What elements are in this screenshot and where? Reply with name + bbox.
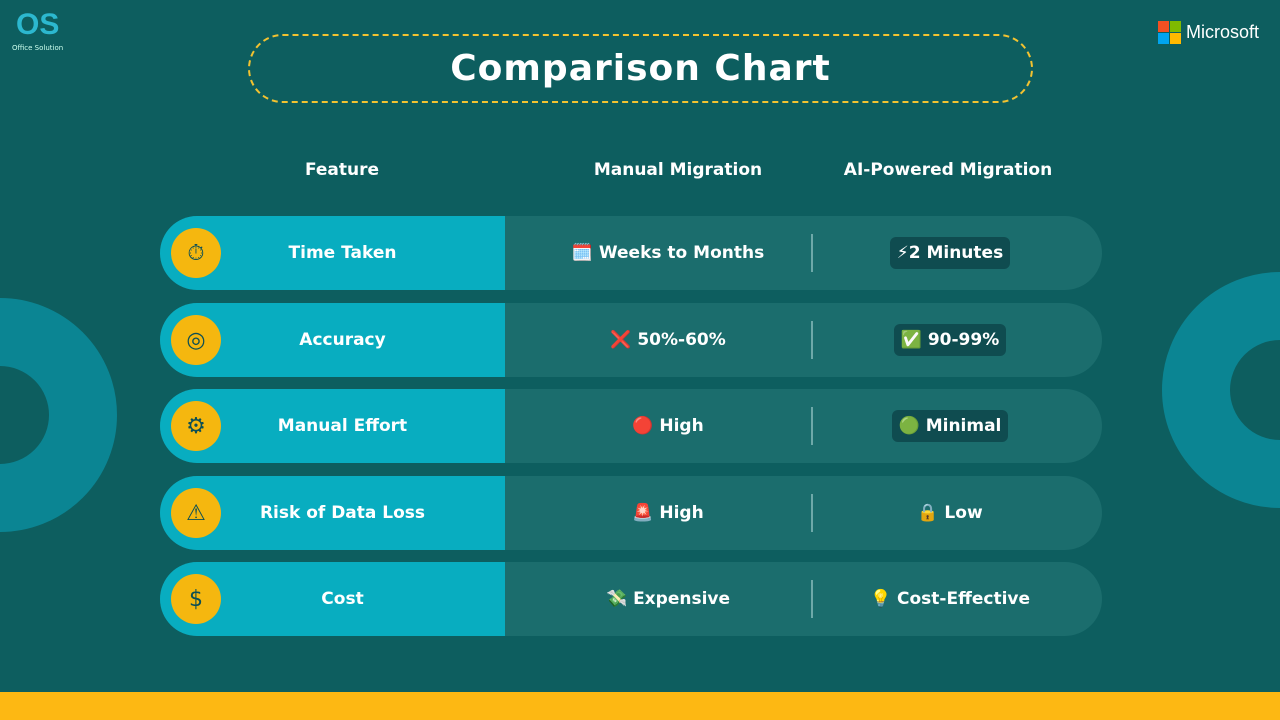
decorative-ring-left <box>0 298 117 532</box>
feature-label: Manual Effort <box>277 416 408 436</box>
feature-label: Accuracy <box>299 330 386 350</box>
microsoft-wordmark: Microsoft <box>1186 22 1260 42</box>
manual-value: 💸 Expensive <box>528 562 808 636</box>
column-divider <box>811 580 813 618</box>
manual-value-text: 🚨 High <box>632 503 704 523</box>
microsoft-squares-icon <box>1158 21 1181 44</box>
ai-value-text: 💡 Cost-Effective <box>869 589 1031 609</box>
ai-value: ✅ 90-99% <box>815 303 1085 377</box>
table-row: ⚠ Risk of Data Loss 🚨 High 🔒 Low <box>160 476 1102 550</box>
microsoft-logo: Microsoft <box>1158 21 1259 44</box>
page-title: Comparison Chart <box>248 34 1033 103</box>
ai-value: 🔒 Low <box>815 476 1085 550</box>
table-row: ⏱ Time Taken 🗓️ Weeks to Months ⚡2 Minut… <box>160 216 1102 290</box>
manual-value: ❌ 50%-60% <box>528 303 808 377</box>
logo-mark: OS <box>16 8 60 41</box>
ai-value: 🟢 Minimal <box>815 389 1085 463</box>
target-check-icon: ◎ <box>171 315 221 365</box>
header-feature: Feature <box>304 160 380 180</box>
table-row: $ Cost 💸 Expensive 💡 Cost-Effective <box>160 562 1102 636</box>
manual-value: 🔴 High <box>528 389 808 463</box>
manual-value-text: 💸 Expensive <box>605 589 731 609</box>
feature-label: Time Taken <box>288 243 397 263</box>
ai-value-text: ✅ 90-99% <box>893 324 1007 356</box>
clock-computer-icon: ⏱ <box>171 228 221 278</box>
manual-value-text: 🗓️ Weeks to Months <box>571 243 765 263</box>
column-divider <box>811 407 813 445</box>
feature-label: Cost <box>321 589 364 609</box>
ai-value: ⚡2 Minutes <box>815 216 1085 290</box>
feature-label: Risk of Data Loss <box>259 503 426 523</box>
decorative-ring-right <box>1162 272 1280 508</box>
column-divider <box>811 321 813 359</box>
ai-value-text: ⚡2 Minutes <box>889 237 1011 269</box>
falling-chart-warning-icon: ⚠ <box>171 488 221 538</box>
ai-value-text: 🟢 Minimal <box>891 410 1009 442</box>
ai-value-text: 🔒 Low <box>917 503 983 523</box>
manual-value-text: ❌ 50%-60% <box>610 330 726 350</box>
column-divider <box>811 494 813 532</box>
header-ai: AI-Powered Migration <box>843 160 1053 180</box>
logo-subtitle: Office Solution <box>12 44 64 52</box>
office-solution-logo: OS Office Solution <box>10 8 70 55</box>
money-hand-icon: $ <box>171 574 221 624</box>
table-row: ⚙ Manual Effort 🔴 High 🟢 Minimal <box>160 389 1102 463</box>
column-divider <box>811 234 813 272</box>
manual-value: 🗓️ Weeks to Months <box>528 216 808 290</box>
ai-value: 💡 Cost-Effective <box>815 562 1085 636</box>
manual-value: 🚨 High <box>528 476 808 550</box>
table-row: ◎ Accuracy ❌ 50%-60% ✅ 90-99% <box>160 303 1102 377</box>
footer-bar <box>0 692 1280 720</box>
manual-value-text: 🔴 High <box>632 416 704 436</box>
gear-person-icon: ⚙ <box>171 401 221 451</box>
header-manual: Manual Migration <box>593 160 763 180</box>
